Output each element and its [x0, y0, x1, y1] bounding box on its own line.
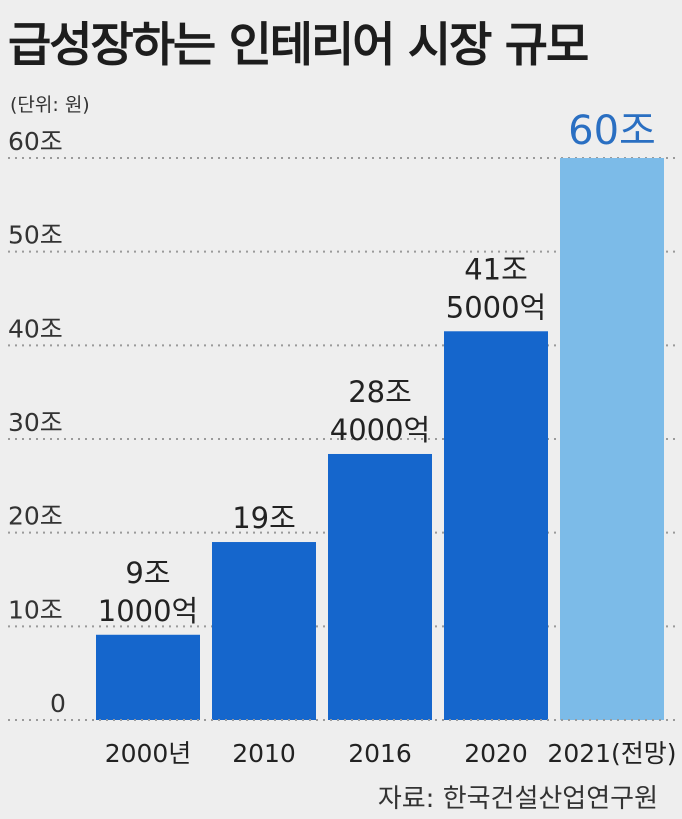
data-label: 19조 — [232, 501, 296, 535]
y-tick-label: 50조 — [8, 221, 63, 250]
y-tick-label: 0 — [50, 689, 66, 718]
source-note: 자료: 한국건설산업연구원 — [377, 784, 658, 814]
x-tick-label: 2000년 — [105, 739, 192, 768]
bar-2016 — [328, 453, 432, 720]
data-label: 28조 — [348, 375, 412, 409]
chart-title: 급성장하는 인테리어 시장 규모 — [8, 18, 589, 73]
y-tick-label: 40조 — [8, 314, 63, 343]
bar-2020 — [444, 331, 548, 720]
x-axis-tick-labels: 2000년 2010 2016 2020 2021(전망) — [105, 739, 677, 768]
y-axis-tick-labels: 0 10조 20조 30조 40조 50조 60조 — [8, 127, 66, 718]
y-tick-label: 60조 — [8, 127, 63, 156]
data-label: 1000억 — [98, 594, 198, 628]
x-tick-label: 2020 — [464, 739, 528, 768]
unit-note: (단위: 원) — [10, 94, 90, 116]
x-tick-label: 2021(전망) — [547, 739, 676, 768]
y-tick-label: 10조 — [8, 595, 63, 624]
data-label: 9조 — [125, 556, 170, 590]
y-tick-label: 30조 — [8, 408, 63, 437]
x-tick-label: 2010 — [232, 739, 296, 768]
bars — [96, 158, 664, 720]
data-label: 4000억 — [330, 413, 430, 447]
data-label: 60조 — [568, 108, 656, 154]
bar-2010 — [212, 542, 316, 720]
bar-2000년 — [96, 634, 200, 720]
x-tick-label: 2016 — [348, 739, 412, 768]
data-labels: 9조 1000억 19조 28조 4000억 41조 5000억 60조 — [98, 108, 656, 628]
data-label: 5000억 — [446, 290, 546, 324]
bar-2021(전망) — [560, 158, 664, 720]
data-label: 41조 — [464, 252, 528, 286]
y-tick-label: 20조 — [8, 502, 63, 531]
